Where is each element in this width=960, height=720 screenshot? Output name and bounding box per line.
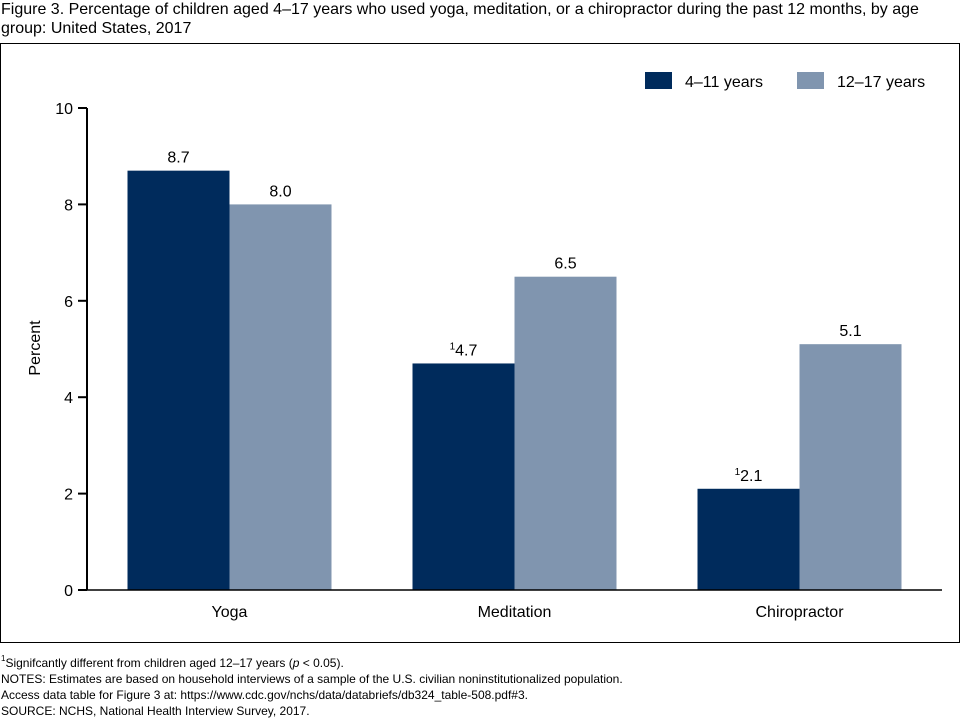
footnote: 1Signifcantly different from children ag… [1,655,951,671]
figure-title: Figure 3. Percentage of children aged 4–… [1,1,919,37]
bar [127,170,230,590]
footnote-rest: < 0.05). [299,656,344,670]
y-axis-label: Percent [27,320,44,376]
bar [412,363,515,590]
bars: 8.7 8.0 14.7 6.5 12.1 5.1 [127,150,902,590]
footnote-text: Signifcantly different from children age… [5,656,293,670]
notes-line: NOTES: Estimates are based on household … [1,672,623,686]
bar-value-label: 8.7 [167,150,189,167]
legend-swatch [645,72,672,89]
bar [514,276,617,590]
y-tick-label: 2 [64,487,73,504]
x-tick-label: Yoga [212,604,248,621]
x-tick-label: Chiropractor [755,604,844,621]
bar-value-label: 6.5 [554,256,576,273]
y-tick-label: 10 [55,101,73,118]
x-axis: Yoga Meditation Chiropractor [87,589,942,621]
legend-label: 4–11 years [685,74,763,91]
bar [697,488,800,590]
source-line: SOURCE: NCHS, National Health Interview … [1,704,310,718]
bar [229,204,332,590]
bar-value-label: 5.1 [839,323,861,340]
y-tick-label: 6 [64,294,73,311]
y-tick-label: 0 [64,583,73,600]
bar-value-label: 14.7 [450,341,478,359]
y-tick-label: 4 [64,390,73,407]
legend-swatch [797,72,824,89]
y-axis: 0 2 4 6 8 10 [55,101,88,600]
legend: 4–11 years 12–17 years [645,72,925,91]
legend-label: 12–17 years [837,74,925,91]
footnote-p: p [292,656,300,670]
bar [799,344,902,590]
bar-value-label: 12.1 [735,467,763,485]
access-line: Access data table for Figure 3 at: https… [1,688,528,702]
x-tick-label: Meditation [478,604,552,621]
notes: 1Signifcantly different from children ag… [1,655,951,719]
y-tick-label: 8 [64,197,73,214]
footnote-marker: 1 [1,654,6,663]
bar-value-label: 8.0 [269,183,291,200]
